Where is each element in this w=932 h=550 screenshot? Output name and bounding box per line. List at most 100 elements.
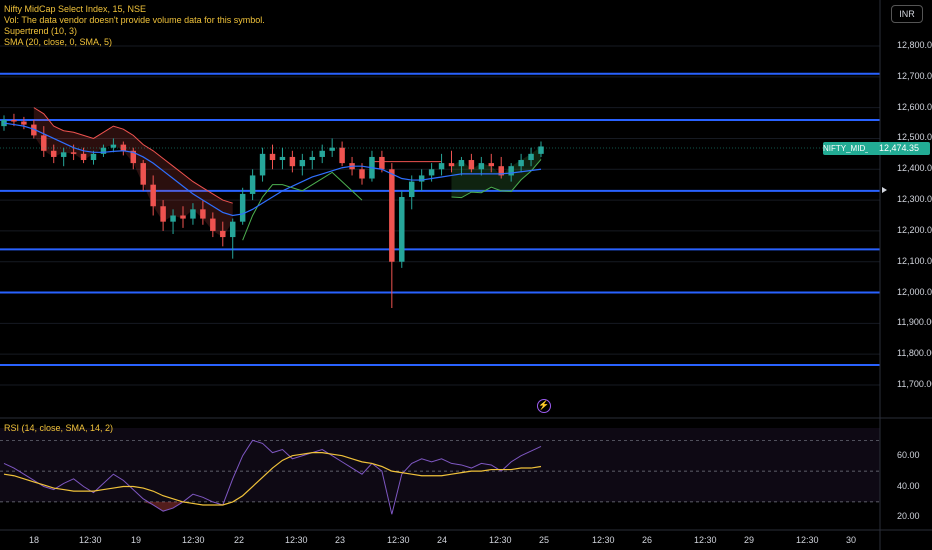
candle-body <box>468 160 475 170</box>
candle-body <box>190 209 196 219</box>
candle-body <box>538 146 544 154</box>
time-axis-label: 25 <box>539 535 550 545</box>
time-axis-label: 12:30 <box>694 535 717 545</box>
candle-body <box>80 153 87 161</box>
candle-body <box>399 197 405 262</box>
rsi-label[interactable]: RSI (14, close, SMA, 14, 2) <box>4 423 114 433</box>
candle-body <box>379 156 385 170</box>
price-axis-label: 12,700.00 <box>897 70 932 81</box>
candle-body <box>518 160 524 167</box>
currency-button[interactable]: INR <box>891 5 923 23</box>
candle-body <box>130 150 137 164</box>
rsi-sma-line <box>3 452 542 506</box>
candle-body <box>21 121 27 125</box>
candle-body <box>140 163 146 185</box>
candle-body <box>239 193 246 222</box>
supertrend-down-line <box>33 107 233 204</box>
candle-body <box>408 181 415 198</box>
candle-body <box>359 169 365 179</box>
rsi-axis-label: 40.00 <box>897 480 920 491</box>
candle-body <box>170 215 176 222</box>
candle-body <box>160 206 166 222</box>
candle-body <box>249 175 256 194</box>
supertrend-up-line <box>242 171 363 241</box>
lightning-icon[interactable]: ⚡ <box>537 399 551 413</box>
supertrend-up-fill <box>451 146 541 198</box>
grid-lines <box>0 45 880 386</box>
rsi-oversold-fill <box>143 501 193 512</box>
time-axis-label: 19 <box>131 535 142 545</box>
candle-body <box>319 150 325 157</box>
candle-body <box>438 163 445 170</box>
price-axis-marker <box>882 187 887 193</box>
rsi-axis-label: 20.00 <box>897 511 920 522</box>
candle-body <box>90 153 97 161</box>
candle-body <box>498 166 504 176</box>
candle-body <box>110 144 117 148</box>
candle-body <box>329 147 335 151</box>
candle-body <box>428 169 435 176</box>
supertrend-down-fill <box>33 107 233 238</box>
candle-body <box>488 163 495 167</box>
time-axis-label: 18 <box>29 535 40 545</box>
chart-legend: Nifty MidCap Select Index, 15, NSE Vol: … <box>4 4 265 48</box>
price-axis-label: 12,800.00 <box>897 40 932 50</box>
rsi-line <box>3 439 542 515</box>
candle-body <box>478 163 485 170</box>
symbol-title[interactable]: Nifty MidCap Select Index, 15, NSE <box>4 4 147 14</box>
candle-body <box>200 209 206 219</box>
candle-body <box>339 147 345 164</box>
price-axis-label: 12,300.00 <box>897 194 932 205</box>
candle-body <box>31 124 37 136</box>
time-axis-label: 29 <box>744 535 755 545</box>
supertrend-up-line <box>451 159 542 199</box>
candle-body <box>100 147 107 154</box>
candle-body <box>528 153 534 161</box>
rsi-axis-label: 60.00 <box>897 449 920 460</box>
price-axis-label: 12,400.00 <box>897 163 932 174</box>
candle-body <box>180 215 186 219</box>
candle-body <box>269 153 276 161</box>
price-axis-label: 12,000.00 <box>897 286 932 297</box>
time-axis-label: 12:30 <box>796 535 819 545</box>
candle-body <box>11 119 17 122</box>
candle-body <box>458 160 465 167</box>
time-axis-label: 12:30 <box>387 535 410 545</box>
last-price-badge: 12,474.35 <box>868 142 930 155</box>
price-axis-label: 11,900.00 <box>897 317 932 328</box>
volume-note[interactable]: Vol: The data vendor doesn't provide vol… <box>4 15 265 25</box>
candle-body <box>448 163 455 167</box>
time-axis-label: 12:30 <box>489 535 512 545</box>
candle-body <box>220 230 226 238</box>
candle-body <box>279 156 286 161</box>
price-axis-label: 12,200.00 <box>897 224 932 235</box>
horizontal-levels[interactable] <box>0 72 880 366</box>
time-axis-label: 26 <box>642 535 653 545</box>
candle-body <box>150 184 156 207</box>
sma-label[interactable]: SMA (20, close, 0, SMA, 5) <box>4 37 113 47</box>
candle-body <box>309 156 316 161</box>
time-axis-label: 24 <box>437 535 448 545</box>
candle-body <box>508 166 514 176</box>
candle-body <box>60 152 67 157</box>
time-axis-label: 12:30 <box>79 535 102 545</box>
candle-body <box>418 175 425 182</box>
candle-body <box>289 156 296 167</box>
price-axis-label: 12,100.00 <box>897 255 932 266</box>
candle-body <box>41 135 47 151</box>
time-axis-label: 30 <box>846 535 857 545</box>
candle-body <box>210 218 216 231</box>
candle-body <box>229 221 236 238</box>
price-axis-label: 11,700.00 <box>897 379 932 389</box>
candle-body <box>259 153 266 176</box>
time-axis-label: 12:30 <box>285 535 308 545</box>
candle-body <box>50 150 57 157</box>
supertrend-label[interactable]: Supertrend (10, 3) <box>4 26 78 36</box>
price-axis-label: 12,600.00 <box>897 101 932 112</box>
candle-body <box>70 152 77 154</box>
time-axis-label: 12:30 <box>182 535 205 545</box>
price-axis-label: 11,800.00 <box>897 348 932 359</box>
time-axis-label: 12:30 <box>592 535 615 545</box>
time-axis-label: 22 <box>234 535 245 545</box>
